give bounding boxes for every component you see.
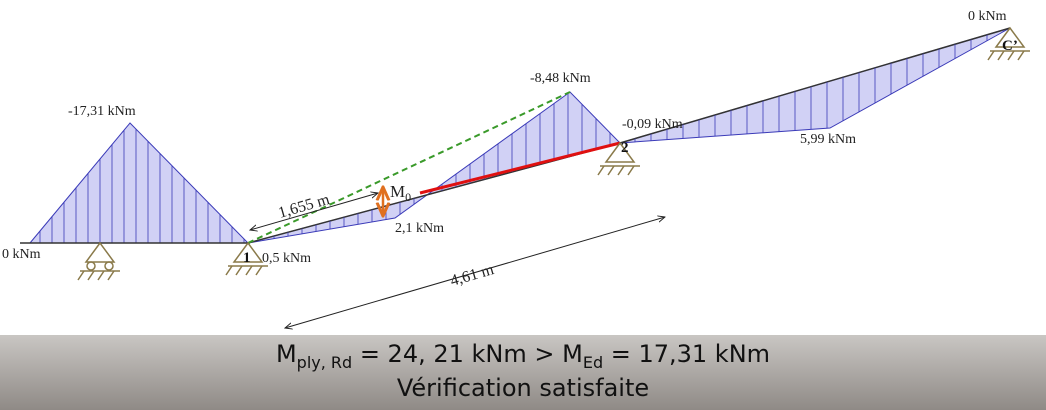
node-label: C’ [1002, 38, 1018, 54]
node-label: 1 [243, 250, 251, 266]
moment-label: -17,31 kNm [68, 104, 136, 119]
node-label: 2 [621, 140, 629, 156]
formula-subscript: ply, Rd [297, 353, 353, 372]
moment-label: 0 kNm [2, 247, 41, 262]
formula-part: = 17,31 kNm [603, 340, 770, 368]
formula-part: M [276, 340, 297, 368]
moment-label: 0,5 kNm [262, 251, 311, 266]
formula-subscript: Ed [583, 353, 603, 372]
formula-part: = 24, 21 kNm > M [352, 340, 583, 368]
m0-symbol: M [390, 182, 405, 201]
result-text: Vérification satisfaite [397, 374, 649, 402]
moment-label: -8,48 kNm [530, 71, 591, 86]
diagram-canvas: -17,31 kNm 0 kNm 1 0,5 kNm 1,655 m M0 2,… [0, 0, 1046, 410]
m0-subscript: 0 [405, 190, 411, 204]
moment-label: 2,1 kNm [395, 221, 444, 236]
moment-label: 5,99 kNm [800, 132, 856, 147]
moment-label: -0,09 kNm [622, 117, 683, 132]
moment-label: 0 kNm [968, 9, 1007, 24]
